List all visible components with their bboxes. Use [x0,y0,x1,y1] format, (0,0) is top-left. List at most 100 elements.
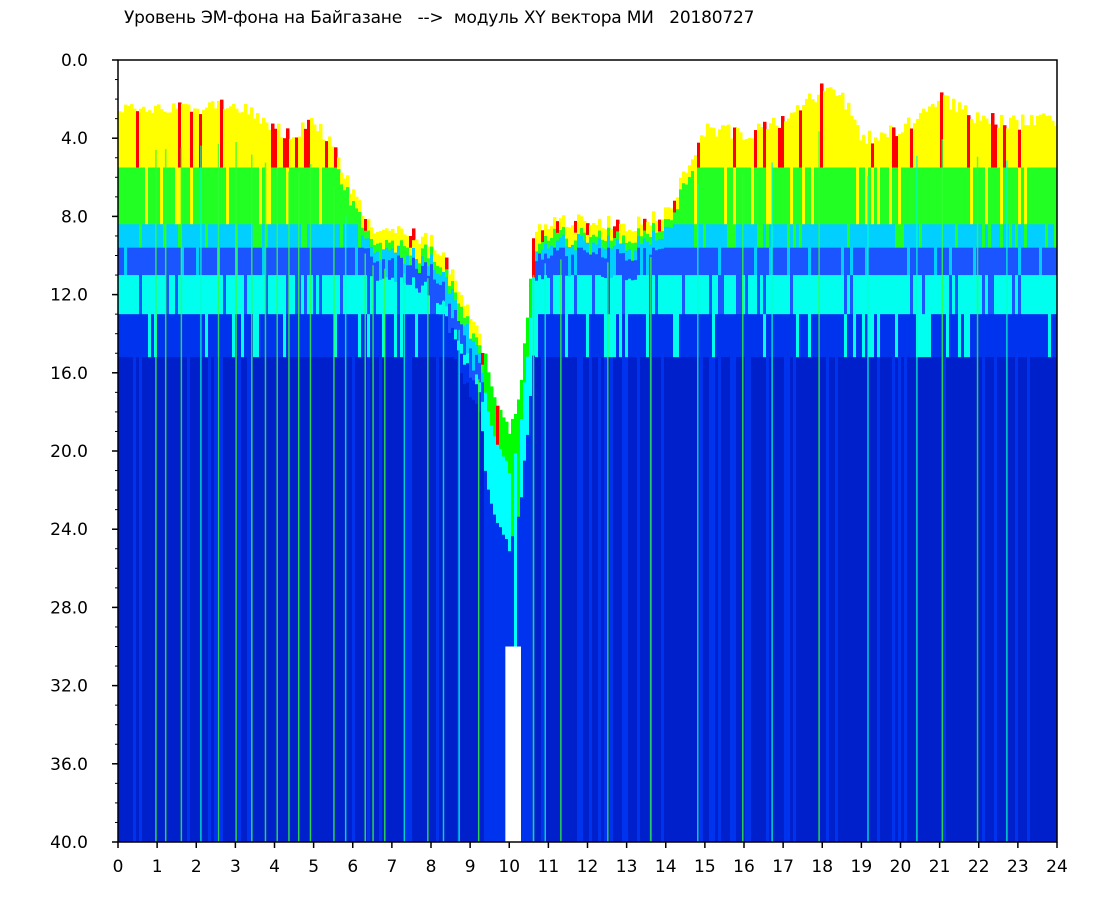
heatmap-cell [280,137,284,169]
heatmap-cell [964,314,968,358]
heatmap-cell [328,275,332,315]
heatmap-cell [382,249,386,260]
heatmap-cell [1054,357,1057,842]
heatmap-cell [787,247,791,276]
heatmap-cell [946,357,950,842]
heatmap-cell [391,277,395,315]
heatmap-cell [601,228,605,241]
heatmap-cell [580,275,584,315]
heatmap-cell [439,267,443,276]
heatmap-cell [937,224,941,249]
heatmap-cell [472,321,476,334]
heatmap-cell [673,275,677,315]
heatmap-cell [904,314,908,358]
heatmap-cell [970,357,974,842]
heatmap-cell [901,132,905,169]
heatmap-cell [451,269,455,282]
heatmap-cell [733,127,737,169]
heatmap-cell [454,280,458,293]
heatmap-cell [982,314,986,358]
heatmap-cell [781,224,785,249]
heatmap-cell [622,235,626,244]
heatmap-cell [196,314,200,358]
heatmap-cell [376,251,380,262]
heatmap-cell [946,167,950,225]
heatmap-cell [856,224,860,249]
heatmap-cell [1009,247,1013,276]
heatmap-cell [130,247,134,276]
heatmap-cell [847,357,851,842]
heatmap-cell [694,155,698,169]
heatmap-cell [988,124,992,169]
heatmap-cell [610,314,614,358]
heatmap-cell [289,247,293,276]
heatmap-cell [580,216,584,229]
heatmap-cell [1036,247,1040,276]
heatmap-cell [721,247,725,276]
heatmap-cell [397,237,401,247]
y-tick-label: 4.0 [61,129,88,149]
heatmap-cell [994,357,998,842]
heatmap-cell [643,314,647,358]
heatmap-cell [955,224,959,249]
vertical-streak [403,273,406,842]
vertical-streak [867,175,869,842]
heatmap-cell [895,247,899,276]
heatmap-cell [781,167,785,225]
heatmap-cell [190,357,194,842]
heatmap-cell [466,333,470,354]
heatmap-cell [133,357,137,842]
heatmap-cell [709,247,713,276]
heatmap-cell [925,275,929,315]
heatmap-cell [997,357,1001,842]
heatmap-cell [448,293,452,305]
heatmap-cell [1036,314,1040,358]
heatmap-cell [415,259,419,270]
heatmap-cell [871,357,875,842]
heatmap-cell [385,257,389,278]
heatmap-cell [1015,167,1019,225]
heatmap-cell [796,357,800,842]
heatmap-cell [916,224,920,249]
heatmap-cell [274,275,278,315]
heatmap-cell [391,258,395,279]
heatmap-cell [943,247,947,276]
heatmap-cell [424,232,428,246]
heatmap-cell [265,122,269,169]
heatmap-cell [406,235,410,249]
heatmap-cell [130,167,134,225]
heatmap-cell [307,357,311,842]
heatmap-cell [1003,224,1007,249]
heatmap-cell [646,314,650,358]
heatmap-cell [577,357,581,842]
heatmap-cell [316,131,320,169]
heatmap-cell [1024,247,1028,276]
heatmap-cell [625,357,629,842]
heatmap-cell [475,354,479,375]
heatmap-cell [586,242,590,254]
heatmap-cell [160,109,164,169]
heatmap-cell [562,275,566,315]
heatmap-cell [922,314,926,358]
heatmap-cell [934,275,938,315]
vertical-streak [164,149,167,842]
heatmap-cell [745,138,749,169]
heatmap-cell [262,275,266,315]
heatmap-cell [634,279,638,315]
x-tick-label: 0 [113,857,124,877]
heatmap-cell [304,128,308,169]
heatmap-cell [376,314,380,358]
heatmap-cell [541,259,545,280]
heatmap-cell [259,275,263,315]
heatmap-cell [283,224,287,249]
heatmap-cell [121,224,125,249]
heatmap-cell [472,333,476,342]
heatmap-cell [655,220,659,234]
heatmap-cell [856,125,860,169]
heatmap-cell [1030,224,1034,249]
heatmap-cell [526,317,530,358]
heatmap-cell [820,314,824,358]
heatmap-cell [460,324,464,345]
heatmap-cell [1021,314,1025,358]
heatmap-cell [892,357,896,842]
